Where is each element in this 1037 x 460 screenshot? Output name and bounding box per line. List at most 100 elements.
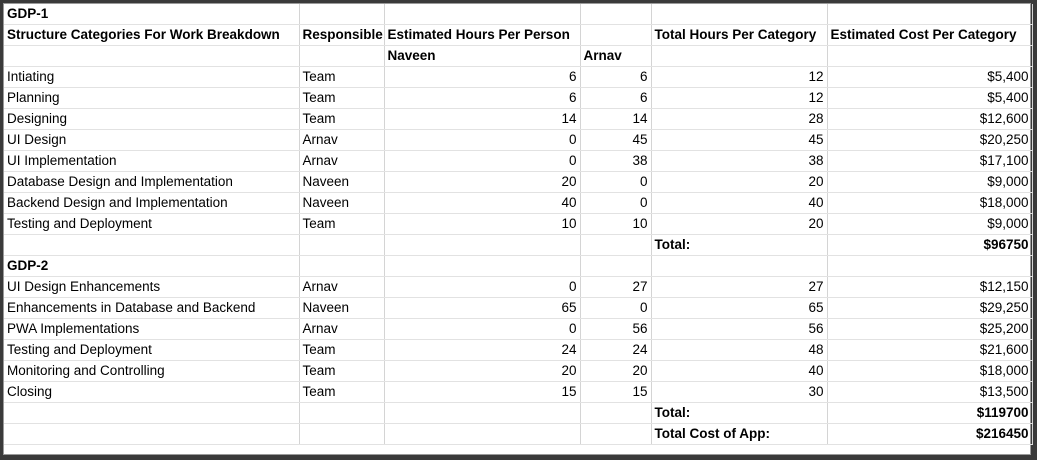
cell[interactable] [651, 4, 828, 25]
header-category[interactable]: Structure Categories For Work Breakdown [4, 24, 300, 46]
total-hours-cell[interactable]: 20 [651, 171, 828, 193]
naveen-hours-cell[interactable]: 20 [384, 171, 581, 193]
total-hours-cell[interactable]: 30 [651, 381, 828, 403]
cell[interactable] [580, 423, 652, 445]
cost-cell[interactable]: $12,600 [827, 108, 1033, 130]
total-hours-cell[interactable]: 65 [651, 297, 828, 319]
total-hours-cell[interactable]: 45 [651, 129, 828, 151]
category-cell[interactable]: UI Design Enhancements [4, 276, 300, 298]
total-value[interactable]: $96750 [827, 234, 1033, 256]
cost-cell[interactable]: $9,000 [827, 213, 1033, 235]
category-cell[interactable]: Testing and Deployment [4, 213, 300, 235]
cell[interactable] [651, 45, 828, 67]
header-cost[interactable]: Estimated Cost Per Category [827, 24, 1033, 46]
cost-cell[interactable]: $18,000 [827, 192, 1033, 214]
header-person-arnav[interactable]: Arnav [580, 45, 652, 67]
cell[interactable] [384, 4, 581, 25]
arnav-hours-cell[interactable]: 24 [580, 339, 652, 361]
naveen-hours-cell[interactable]: 0 [384, 129, 581, 151]
grand-total-label[interactable]: Total Cost of App: [651, 423, 828, 445]
total-value[interactable]: $119700 [827, 402, 1033, 424]
naveen-hours-cell[interactable]: 0 [384, 276, 581, 298]
total-label[interactable]: Total: [651, 234, 828, 256]
category-cell[interactable]: PWA Implementations [4, 318, 300, 340]
responsible-cell[interactable]: Naveen [299, 192, 385, 214]
grand-total-value[interactable]: $216450 [827, 423, 1033, 445]
header-responsible[interactable]: Responsible [299, 24, 385, 46]
naveen-hours-cell[interactable]: 24 [384, 339, 581, 361]
responsible-cell[interactable]: Arnav [299, 129, 385, 151]
cost-cell[interactable]: $21,600 [827, 339, 1033, 361]
category-cell[interactable]: Testing and Deployment [4, 339, 300, 361]
cost-cell[interactable]: $5,400 [827, 87, 1033, 109]
responsible-cell[interactable]: Team [299, 87, 385, 109]
naveen-hours-cell[interactable]: 20 [384, 360, 581, 382]
cell[interactable] [580, 4, 652, 25]
responsible-cell[interactable]: Team [299, 360, 385, 382]
responsible-cell[interactable]: Arnav [299, 276, 385, 298]
category-cell[interactable]: UI Design [4, 129, 300, 151]
category-cell[interactable]: UI Implementation [4, 150, 300, 172]
header-hours-per-person[interactable]: Estimated Hours Per Person [384, 24, 581, 46]
cell[interactable] [580, 234, 652, 256]
total-hours-cell[interactable]: 38 [651, 150, 828, 172]
naveen-hours-cell[interactable]: 65 [384, 297, 581, 319]
naveen-hours-cell[interactable]: 6 [384, 87, 581, 109]
cell[interactable] [384, 255, 581, 277]
cost-cell[interactable]: $25,200 [827, 318, 1033, 340]
total-hours-cell[interactable]: 40 [651, 360, 828, 382]
responsible-cell[interactable]: Team [299, 108, 385, 130]
cell[interactable] [384, 402, 581, 424]
cell[interactable] [827, 4, 1033, 25]
cell[interactable] [4, 402, 300, 424]
cost-cell[interactable]: $29,250 [827, 297, 1033, 319]
total-hours-cell[interactable]: 56 [651, 318, 828, 340]
section-title[interactable]: GDP-1 [4, 4, 300, 25]
arnav-hours-cell[interactable]: 10 [580, 213, 652, 235]
category-cell[interactable]: Planning [4, 87, 300, 109]
naveen-hours-cell[interactable]: 15 [384, 381, 581, 403]
cell[interactable] [580, 255, 652, 277]
cost-cell[interactable]: $5,400 [827, 66, 1033, 88]
arnav-hours-cell[interactable]: 0 [580, 171, 652, 193]
total-hours-cell[interactable]: 27 [651, 276, 828, 298]
category-cell[interactable]: Closing [4, 381, 300, 403]
cell[interactable] [299, 255, 385, 277]
responsible-cell[interactable]: Arnav [299, 150, 385, 172]
total-hours-cell[interactable]: 28 [651, 108, 828, 130]
cell[interactable] [299, 402, 385, 424]
cost-cell[interactable]: $12,150 [827, 276, 1033, 298]
naveen-hours-cell[interactable]: 0 [384, 150, 581, 172]
cell[interactable] [299, 234, 385, 256]
arnav-hours-cell[interactable]: 56 [580, 318, 652, 340]
header-person-naveen[interactable]: Naveen [384, 45, 581, 67]
category-cell[interactable]: Database Design and Implementation [4, 171, 300, 193]
cost-cell[interactable]: $13,500 [827, 381, 1033, 403]
arnav-hours-cell[interactable]: 0 [580, 297, 652, 319]
responsible-cell[interactable]: Naveen [299, 297, 385, 319]
cell[interactable] [827, 255, 1033, 277]
cost-cell[interactable]: $18,000 [827, 360, 1033, 382]
cell[interactable] [384, 423, 581, 445]
cell[interactable] [580, 402, 652, 424]
responsible-cell[interactable]: Team [299, 381, 385, 403]
header-total-hours[interactable]: Total Hours Per Category [651, 24, 828, 46]
cell[interactable] [299, 4, 385, 25]
arnav-hours-cell[interactable]: 45 [580, 129, 652, 151]
arnav-hours-cell[interactable]: 14 [580, 108, 652, 130]
arnav-hours-cell[interactable]: 38 [580, 150, 652, 172]
responsible-cell[interactable]: Team [299, 66, 385, 88]
category-cell[interactable]: Backend Design and Implementation [4, 192, 300, 214]
category-cell[interactable]: Intiating [4, 66, 300, 88]
arnav-hours-cell[interactable]: 27 [580, 276, 652, 298]
naveen-hours-cell[interactable]: 6 [384, 66, 581, 88]
total-hours-cell[interactable]: 20 [651, 213, 828, 235]
cell[interactable] [580, 24, 652, 46]
arnav-hours-cell[interactable]: 15 [580, 381, 652, 403]
category-cell[interactable]: Designing [4, 108, 300, 130]
cell[interactable] [299, 423, 385, 445]
arnav-hours-cell[interactable]: 20 [580, 360, 652, 382]
total-hours-cell[interactable]: 40 [651, 192, 828, 214]
responsible-cell[interactable]: Arnav [299, 318, 385, 340]
arnav-hours-cell[interactable]: 0 [580, 192, 652, 214]
